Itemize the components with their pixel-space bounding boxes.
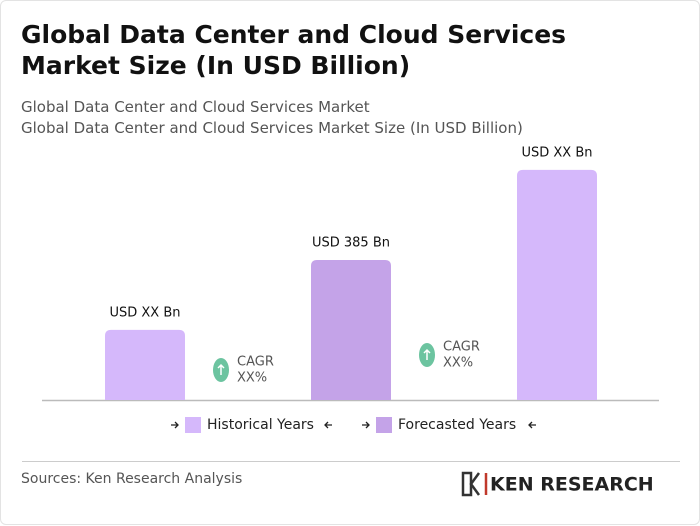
legend-arrow [324,421,332,429]
cagr-label: XX% [443,356,473,371]
title: Global Data Center and Cloud Services Ma… [21,20,567,80]
sources: Sources: Ken Research Analysis [21,471,243,487]
subtitle: Global Data Center and Cloud Services Ma… [21,119,523,137]
value-label: USD XX Bn [109,305,180,320]
legend-swatch [185,417,201,433]
legend-label: Historical Years [207,417,314,433]
value-label: USD XX Bn [521,145,592,160]
bar [517,169,597,400]
cagr-arrow [423,348,431,360]
legend-swatch [376,417,392,433]
legend-arrow [528,421,536,429]
legend-label: Forecasted Years [398,417,516,433]
cagr-label: CAGR [237,355,274,370]
cagr-label: XX% [237,371,267,386]
logo: KEN RESEARCH [490,474,654,496]
bar [105,329,185,400]
cagr-arrow [217,363,225,375]
logo-icon [461,471,488,497]
legend-arrow [171,421,179,429]
subtitle: Global Data Center and Cloud Services Ma… [21,98,370,116]
cagr-label: CAGR [443,340,480,355]
bar [311,260,391,400]
legend-arrow [362,421,370,429]
value-label: USD 385 Bn [312,236,390,251]
